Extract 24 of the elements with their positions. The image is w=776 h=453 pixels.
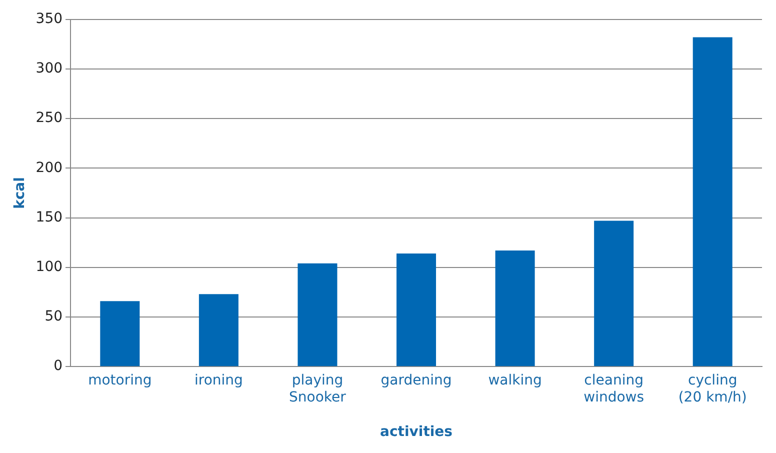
- x-tick-label: gardening: [380, 372, 452, 389]
- x-tick-label: cycling (20 km/h): [678, 372, 747, 406]
- bar: [594, 220, 634, 366]
- y-tick-label: 350: [36, 11, 63, 28]
- x-axis-title: activities: [380, 424, 453, 440]
- x-tick-label: motoring: [88, 372, 152, 389]
- x-tick-label: ironing: [194, 372, 243, 389]
- y-tick-label: 50: [44, 308, 63, 325]
- bar: [495, 250, 535, 366]
- x-tick-label: cleaning windows: [584, 372, 644, 406]
- bar: [100, 301, 140, 366]
- bar: [692, 37, 732, 366]
- y-tick-label: 100: [36, 259, 63, 276]
- y-tick-label: 0: [54, 358, 63, 374]
- bar: [396, 254, 436, 366]
- y-axis-title: kcal: [12, 177, 28, 209]
- y-tick-label: 250: [36, 110, 63, 126]
- x-tick-label: walking: [488, 372, 542, 389]
- bar: [198, 294, 238, 366]
- y-tick-label: 300: [36, 60, 63, 77]
- bar: [298, 263, 338, 366]
- x-tick-label: playing Snooker: [289, 372, 346, 406]
- y-tick-label: 150: [36, 209, 63, 226]
- y-tick-label: 200: [36, 160, 63, 176]
